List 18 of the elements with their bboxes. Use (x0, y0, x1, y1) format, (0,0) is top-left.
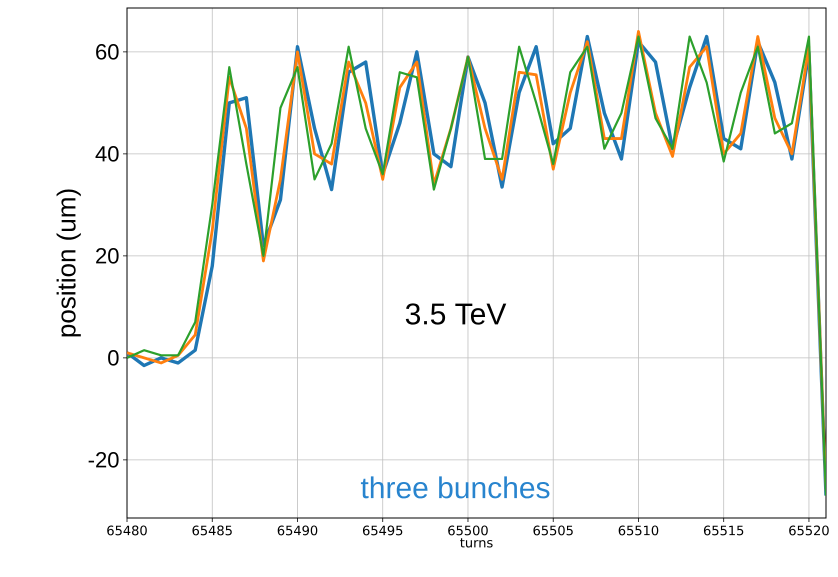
y-axis-title: position (um) (56, 190, 81, 336)
x-tick-label: 65495 (362, 526, 402, 536)
y-tick-label: 40 (96, 146, 119, 162)
x-tick-label: 65500 (448, 526, 488, 536)
x-tick-label: 65485 (192, 526, 232, 536)
x-tick-label: 65520 (789, 526, 829, 536)
x-tick-label: 65490 (278, 526, 318, 536)
x-tick-label: 65480 (107, 526, 147, 536)
x-tick-label: 65515 (704, 526, 744, 536)
y-tick-label: -20 (88, 452, 119, 468)
x-tick-label: 65505 (533, 526, 573, 536)
y-tick-label: 20 (96, 248, 119, 264)
x-axis-title: turns (460, 538, 493, 548)
annotation: 3.5 TeV (406, 303, 506, 325)
x-tick-label: 65510 (618, 526, 658, 536)
y-tick-label: 60 (96, 44, 119, 60)
y-tick-label: 0 (108, 350, 119, 366)
annotation: three bunches (360, 476, 550, 498)
